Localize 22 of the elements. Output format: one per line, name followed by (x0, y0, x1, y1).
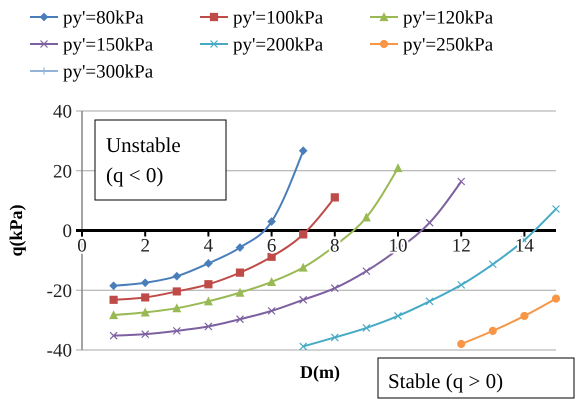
x-tick-label: 0 (77, 236, 87, 256)
annotation: Unstable (q < 0) (106, 133, 181, 187)
x-tick-label: 12 (452, 236, 471, 256)
y-tick-label: -20 (46, 280, 72, 302)
x-tick-label: 2 (140, 236, 150, 256)
legend-label: py'=250kPa (403, 34, 494, 56)
x-tick-label: 6 (266, 236, 276, 256)
x-tick-label: 14 (514, 236, 534, 256)
legend-label: py'=120kPa (403, 8, 494, 29)
x-tick-label: 4 (204, 236, 214, 256)
legend-label: py'=300kPa (63, 62, 154, 83)
legend-label: py'=150kPa (63, 34, 154, 56)
y-tick-label: 0 (62, 221, 72, 242)
y-axis-title: q(kPa) (6, 204, 26, 257)
legend-label: py'=100kPa (233, 8, 324, 29)
text: Stable (q > 0) (388, 369, 504, 393)
y-tick-label: 40 (53, 102, 72, 123)
x-axis-title: D(m) (300, 362, 340, 382)
legend-label: py'=80kPa (63, 8, 144, 29)
y-tick-label: 20 (53, 161, 72, 182)
y-tick-label: -40 (46, 340, 72, 362)
legend-label: py'=200kPa (233, 34, 324, 56)
